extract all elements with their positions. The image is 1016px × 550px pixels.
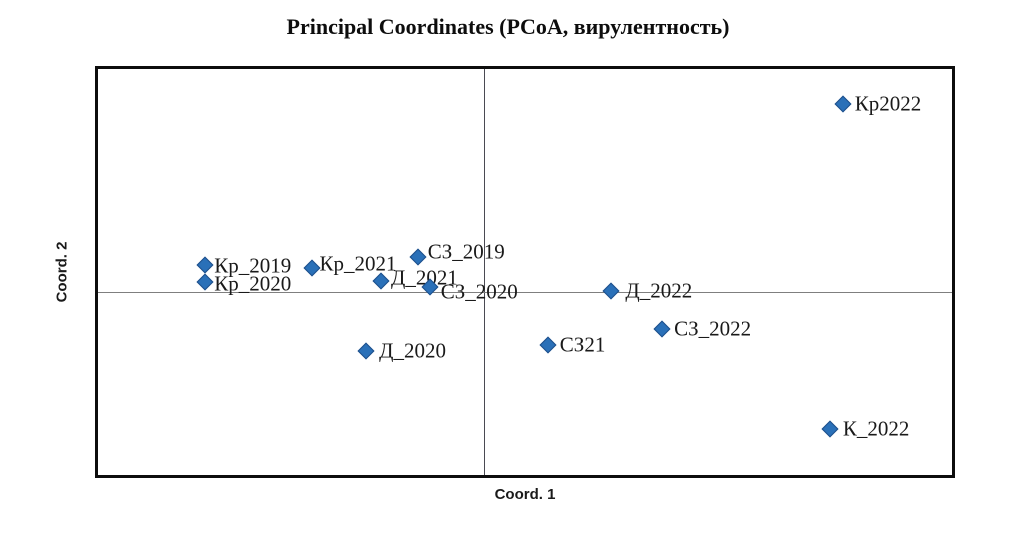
data-point-label: Кр_2020 [214,271,292,296]
y-axis-title: Coord. 2 [53,241,71,303]
data-point-label: СЗ_2020 [440,279,518,304]
data-point-marker [196,256,214,274]
data-point-marker [539,336,557,354]
data-point-marker [821,420,839,438]
data-point-marker [834,95,852,112]
data-point-label: Кр_2021 [319,251,397,276]
data-point-label: Д_2021 [391,265,458,290]
data-point-marker [602,282,620,300]
data-point-label: СЗ_2022 [674,316,752,341]
data-point-marker [653,320,671,338]
data-point-label: СЗ21 [559,332,606,357]
data-point-marker [357,342,375,360]
x-axis-zero-line [98,291,952,293]
data-point-marker [409,248,427,266]
plot-area: Кр2022 Кр_2019 Кр_2020 Кр_2021 СЗ_2019 Д_2021… [95,66,955,478]
data-point-label: Кр2022 [854,91,922,115]
data-point-marker [303,259,320,277]
y-axis-zero-line [484,69,486,475]
data-point-label: СЗ_2019 [427,239,505,264]
x-axis-title: Coord. 1 [494,486,556,503]
chart-title: Principal Coordinates (PCoA, вирулентнос… [286,14,730,39]
data-point-label: Кр_2019 [214,253,292,278]
data-point-marker [196,273,214,291]
data-point-label: Д_2022 [625,278,693,303]
data-point-label: К_2022 [842,416,910,441]
data-point-label: Д_2020 [379,338,446,363]
